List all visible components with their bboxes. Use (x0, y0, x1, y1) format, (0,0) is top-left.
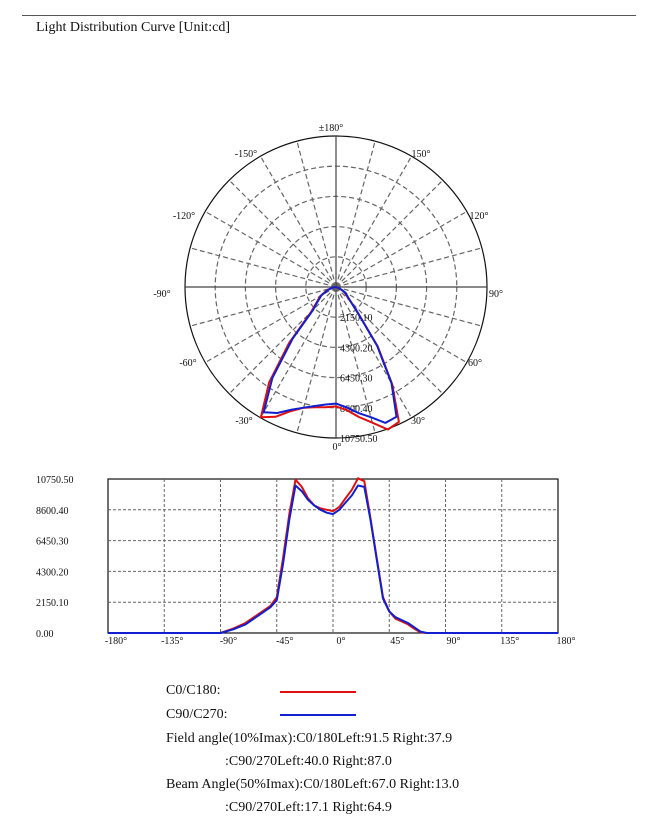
polar-spoke (335, 286, 376, 434)
polar-spoke (335, 286, 483, 327)
linear-y-tick-label: 2150.10 (36, 598, 69, 609)
linear-x-tick-label: -90° (220, 636, 237, 647)
beam-angle-c90: :C90/270Left:17.1 Right:64.9 (225, 800, 392, 815)
polar-spoke (259, 155, 337, 288)
linear-x-tick-label: -180° (105, 636, 127, 647)
field-angle-c90: :C90/270Left:40.0 Right:87.0 (225, 754, 392, 769)
polar-radial-label: 2150.10 (340, 313, 373, 324)
polar-radial-label: 8600.40 (340, 404, 373, 415)
polar-angle-label: 150° (412, 149, 431, 160)
linear-series-c0-c180 (108, 477, 558, 634)
legend-label-c0: C0/C180: (166, 683, 221, 698)
polar-angle-label: 90° (489, 289, 503, 300)
polar-spoke (204, 286, 337, 364)
linear-x-tick-label: 0° (337, 636, 346, 647)
polar-spoke (296, 140, 337, 288)
polar-spoke (259, 286, 337, 419)
polar-spoke (335, 210, 468, 288)
linear-series-c90-c270 (108, 484, 558, 634)
polar-spoke (335, 286, 468, 364)
linear-y-tick-label: 10750.50 (36, 475, 74, 486)
polar-spoke (335, 247, 483, 288)
polar-spoke (204, 210, 337, 288)
polar-spoke (228, 286, 337, 395)
page-title: Light Distribution Curve [Unit:cd] (36, 20, 231, 35)
linear-y-tick-label: 0.00 (36, 629, 54, 640)
polar-angle-label: 0° (333, 442, 342, 453)
linear-x-tick-label: 90° (447, 636, 461, 647)
header-rule (22, 15, 636, 16)
polar-angle-label: -150° (235, 149, 257, 160)
polar-angle-label: -120° (173, 211, 195, 222)
polar-series-c90-c270 (262, 286, 398, 424)
polar-angle-label: -90° (153, 289, 170, 300)
polar-radial-label: 6450.30 (340, 374, 373, 385)
legend-swatch-c0 (280, 691, 356, 693)
polar-spoke (335, 140, 376, 288)
polar-angle-label: -60° (179, 358, 196, 369)
linear-x-tick-label: 135° (500, 636, 519, 647)
linear-x-tick-label: 180° (557, 636, 576, 647)
polar-spoke (296, 286, 337, 434)
linear-y-tick-label: 4300.20 (36, 567, 69, 578)
polar-radial-label: 10750.50 (340, 434, 378, 445)
polar-radial-label: 4300.20 (340, 343, 373, 354)
field-angle-c0: Field angle(10%Imax):C0/180Left:91.5 Rig… (166, 731, 453, 746)
polar-angle-label: 120° (470, 211, 489, 222)
polar-spoke (335, 286, 413, 419)
linear-x-tick-label: -135° (161, 636, 183, 647)
polar-spoke (228, 179, 337, 288)
polar-spoke (189, 247, 337, 288)
linear-x-tick-label: 45° (390, 636, 404, 647)
polar-angle-label: 30° (411, 416, 425, 427)
linear-y-tick-label: 8600.40 (36, 506, 69, 517)
linear-y-tick-label: 6450.30 (36, 537, 69, 548)
beam-angle-c0: Beam Angle(50%Imax):C0/180Left:67.0 Righ… (166, 777, 460, 792)
polar-angle-label: 60° (468, 358, 482, 369)
polar-spoke (335, 155, 413, 288)
polar-spoke (335, 179, 444, 288)
polar-spoke (189, 286, 337, 327)
linear-x-tick-label: -45° (276, 636, 293, 647)
legend-swatch-c90 (280, 714, 356, 716)
polar-angle-label: ±180° (319, 123, 344, 134)
legend-label-c90: C90/C270: (166, 707, 228, 722)
polar-angle-label: -30° (235, 416, 252, 427)
